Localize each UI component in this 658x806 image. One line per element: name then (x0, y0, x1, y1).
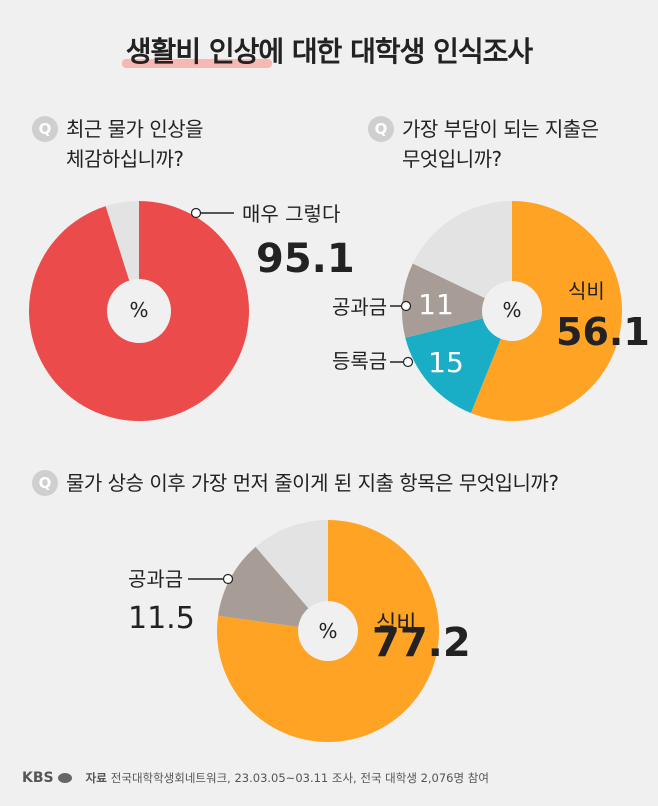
q1-badge: Q (32, 116, 58, 142)
question-3: 물가 상승 이후 가장 먼저 줄이게 된 지출 항목은 무엇입니까? (66, 468, 559, 498)
question-1: 최근 물가 인상을 체감하십니까? (66, 114, 204, 174)
pie-chart-1 (28, 201, 249, 421)
pie-chart-2 (402, 201, 622, 421)
pie-chart-3 (217, 520, 440, 742)
pie-1-center-hole (107, 279, 171, 343)
pie-2-unit: % (502, 298, 521, 322)
pie-2-value-food: 56.1 (556, 310, 650, 354)
pie-2-label-utilities: 공과금 (332, 295, 387, 319)
footer: KBS 자료 전국대학학생회네트워크, 23.03.05~03.11 조사, 전국 … (22, 770, 489, 786)
callout-dot (402, 356, 414, 368)
q3-badge: Q (32, 470, 58, 496)
pie-3-unit: % (318, 619, 337, 643)
kbs-logo-mark-icon (57, 773, 72, 783)
callout-dot (190, 207, 202, 219)
pie-2-slice-3 (412, 201, 512, 311)
question-2-line1: 가장 부담이 되는 지출은 (402, 117, 599, 141)
pie-2-slice-1 (405, 311, 512, 414)
pie-1-callout: 매우 그렇다 95.1 (190, 202, 355, 282)
pie-1-unit: % (129, 298, 148, 322)
pie-1-value-strong: 95.1 (256, 236, 355, 282)
title-wrap: 생활비 인상에 대한 대학생 인식조사 (0, 30, 658, 70)
source-label: 자료 (85, 771, 107, 785)
page-title: 생활비 인상에 대한 대학생 인식조사 (121, 30, 533, 70)
pie-3-value-utilities: 11.5 (128, 601, 195, 636)
pie-3-slice-2 (255, 520, 328, 631)
pie-3-label-food: 식비 (376, 612, 416, 637)
pie-1-label-strong: 매우 그렇다 (242, 202, 340, 226)
pie-2-label-food: 식비 (568, 279, 605, 303)
pie-2-value-tuition: 15 (428, 346, 464, 379)
callout-dot (222, 573, 234, 585)
kbs-logo: KBS (22, 770, 54, 786)
source-text: 전국대학학생회네트워크, 23.03.05~03.11 조사, 전국 대학생 2… (110, 771, 489, 785)
page-title-text: 생활비 인상에 대한 대학생 인식조사 (125, 35, 533, 68)
question-1-line1: 최근 물가 인상을 (66, 117, 204, 141)
pie-2-value-utilities: 11 (418, 288, 454, 321)
question-2: 가장 부담이 되는 지출은 무엇입니까? (402, 114, 599, 174)
pie-2-annotations: 식비 56.1 15 11 공과금 등록금 (332, 279, 650, 379)
pie-3-label-utilities: 공과금 (128, 567, 183, 591)
callout-dot (400, 300, 412, 312)
q2-badge: Q (368, 116, 394, 142)
pie-2-label-tuition: 등록금 (332, 349, 387, 373)
pie-3-value-food: 77.2 (372, 620, 471, 666)
question-2-line2: 무엇입니까? (402, 147, 502, 171)
pie-2-slice-0 (470, 201, 622, 421)
question-3-line1: 물가 상승 이후 가장 먼저 줄이게 된 지출 항목은 무엇입니까? (66, 471, 559, 495)
question-1-line2: 체감하십니까? (66, 147, 184, 171)
pie-3-annotations: 식비 77.2 공과금 11.5 (128, 567, 471, 666)
pie-2-center-hole (482, 281, 542, 341)
pie-3-slice-1 (218, 546, 328, 631)
pie-2-slice-2 (402, 263, 512, 338)
pie-3-center-hole (298, 601, 358, 661)
